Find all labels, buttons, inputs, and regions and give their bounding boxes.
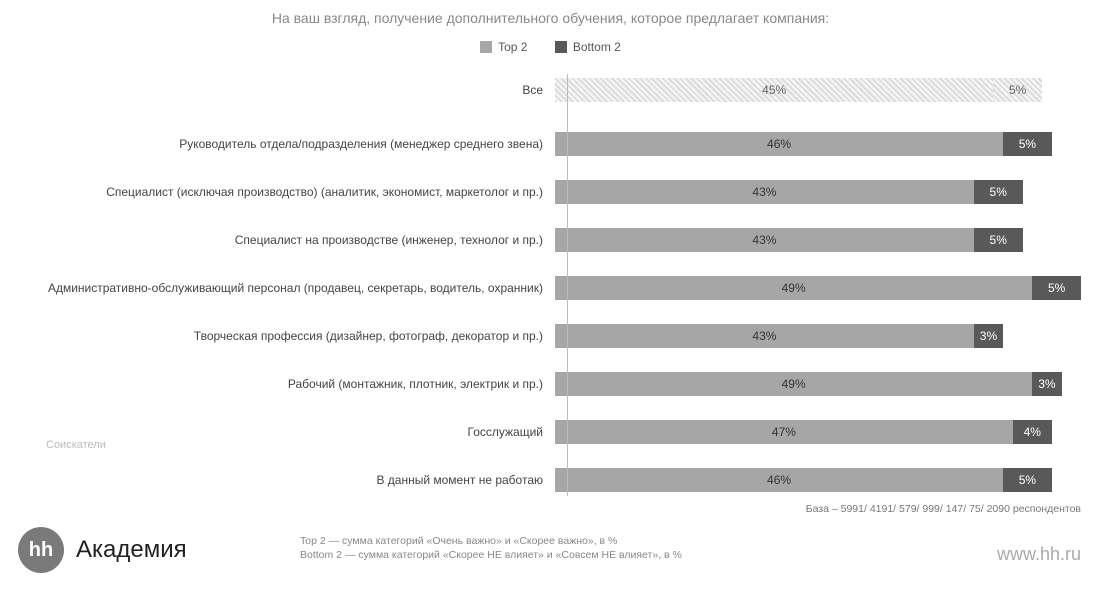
logo-text: Академия [76, 536, 187, 564]
chart-row: В данный момент не работаю46%5% [30, 464, 1081, 496]
chart-row: Все45%5% [30, 74, 1081, 106]
bar-segment-top2: 46% [555, 468, 1003, 492]
bar-segment-top2: 43% [555, 180, 974, 204]
row-label: Специалист (исключая производство) (анал… [30, 185, 555, 200]
chart-row: Рабочий (монтажник, плотник, электрик и … [30, 368, 1081, 400]
logo-badge: hh [18, 527, 64, 573]
chart-row: Специалист (исключая производство) (анал… [30, 176, 1081, 208]
bar-segment-bottom2: 5% [1003, 132, 1052, 156]
legend-label-bottom2: Bottom 2 [573, 40, 621, 54]
row-label: Административно-обслуживающий персонал (… [30, 281, 555, 296]
bar-track: 46%5% [555, 132, 1081, 156]
chart-row: Административно-обслуживающий персонал (… [30, 272, 1081, 304]
logo: hh Академия [18, 527, 187, 573]
legend-swatch-top2 [480, 41, 492, 53]
bar-segment-bottom2: 5% [974, 180, 1023, 204]
footnote-audience: Соискатели [46, 439, 106, 451]
y-axis-line [567, 74, 568, 496]
legend-swatch-bottom2 [555, 41, 567, 53]
chart-title: На ваш взгляд, получение дополнительного… [0, 0, 1101, 26]
row-label: Руководитель отдела/подразделения (менед… [30, 137, 555, 152]
bar-track: 43%5% [555, 180, 1081, 204]
chart-row: Творческая профессия (дизайнер, фотограф… [30, 320, 1081, 352]
bar-track: 49%5% [555, 276, 1081, 300]
base-note: База – 5991/ 4191/ 579/ 999/ 147/ 75/ 20… [806, 503, 1081, 515]
bar-track: 45%5% [555, 78, 1081, 102]
row-label: Рабочий (монтажник, плотник, электрик и … [30, 377, 555, 392]
bar-segment-top2: 43% [555, 228, 974, 252]
chart-row: Специалист на производстве (инженер, тех… [30, 224, 1081, 256]
bar-segment-top2: 49% [555, 276, 1032, 300]
bar-segment-bottom2: 5% [1032, 276, 1081, 300]
row-label: Специалист на производстве (инженер, тех… [30, 233, 555, 248]
legend: Top 2 Bottom 2 [0, 40, 1101, 56]
bar-segment-bottom2: 3% [974, 324, 1003, 348]
bar-segment-top2: 45% [555, 78, 993, 102]
legend-label-top2: Top 2 [498, 40, 527, 54]
bar-segment-top2: 46% [555, 132, 1003, 156]
row-label: Госслужащий [30, 425, 555, 440]
site-url: www.hh.ru [997, 544, 1081, 565]
legend-item-bottom2: Bottom 2 [555, 40, 621, 54]
bar-segment-bottom2: 3% [1032, 372, 1061, 396]
bar-segment-bottom2: 5% [974, 228, 1023, 252]
definition-bottom2: Bottom 2 — сумма категорий «Скорее НЕ вл… [300, 548, 682, 563]
bar-segment-top2: 43% [555, 324, 974, 348]
bar-track: 46%5% [555, 468, 1081, 492]
definition-top2: Top 2 — сумма категорий «Очень важно» и … [300, 534, 682, 549]
bar-segment-bottom2: 4% [1013, 420, 1052, 444]
chart-row: Госслужащий47%4% [30, 416, 1081, 448]
bar-chart: Все45%5%Руководитель отдела/подразделени… [30, 74, 1081, 496]
bar-segment-top2: 49% [555, 372, 1032, 396]
chart-row: Руководитель отдела/подразделения (менед… [30, 128, 1081, 160]
bar-track: 47%4% [555, 420, 1081, 444]
bar-track: 43%5% [555, 228, 1081, 252]
legend-item-top2: Top 2 [480, 40, 527, 54]
definitions: Top 2 — сумма категорий «Очень важно» и … [300, 534, 682, 563]
row-label: В данный момент не работаю [30, 473, 555, 488]
bar-track: 43%3% [555, 324, 1081, 348]
row-label: Все [30, 83, 555, 98]
bar-track: 49%3% [555, 372, 1081, 396]
bar-segment-bottom2: 5% [1003, 468, 1052, 492]
row-label: Творческая профессия (дизайнер, фотограф… [30, 329, 555, 344]
bar-segment-bottom2: 5% [993, 78, 1042, 102]
bar-segment-top2: 47% [555, 420, 1013, 444]
